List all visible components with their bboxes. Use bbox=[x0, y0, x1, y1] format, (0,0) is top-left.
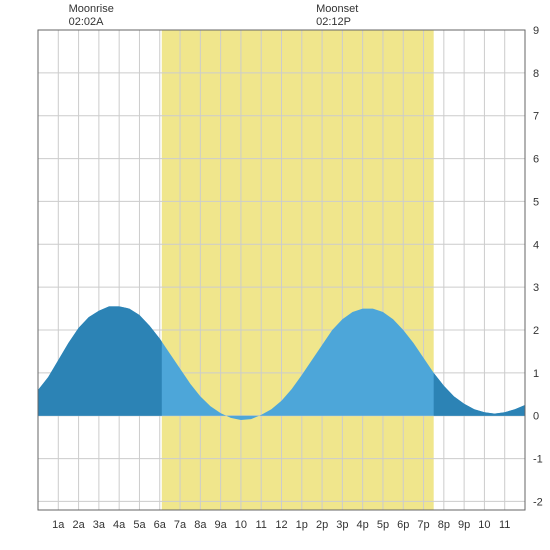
y-tick-label: 7 bbox=[533, 111, 539, 123]
x-tick-label: 2a bbox=[72, 519, 85, 531]
x-tick-label: 6a bbox=[154, 519, 167, 531]
x-tick-label: 10 bbox=[235, 519, 247, 531]
y-tick-label: -1 bbox=[533, 454, 543, 466]
x-tick-label: 8p bbox=[438, 519, 450, 531]
x-tick-label: 1a bbox=[52, 519, 65, 531]
x-tick-label: 9p bbox=[458, 519, 470, 531]
x-tick-label: 11 bbox=[499, 519, 510, 531]
y-tick-label: 6 bbox=[533, 154, 539, 166]
tide-chart: 1a2a3a4a5a6a7a8a9a1011121p2p3p4p5p6p7p8p… bbox=[0, 0, 550, 550]
x-tick-label: 6p bbox=[397, 519, 409, 531]
x-tick-label: 4a bbox=[113, 519, 126, 531]
x-tick-label: 3p bbox=[336, 519, 348, 531]
moonset-time: 02:12P bbox=[316, 16, 351, 28]
x-tick-label: 10 bbox=[478, 519, 490, 531]
moonrise-time: 02:02A bbox=[69, 16, 105, 28]
y-tick-label: 3 bbox=[533, 282, 539, 294]
x-tick-label: 1p bbox=[296, 519, 308, 531]
daylight-band bbox=[162, 30, 434, 510]
x-tick-label: 4p bbox=[357, 519, 369, 531]
x-tick-label: 2p bbox=[316, 519, 328, 531]
x-tick-label: 7a bbox=[174, 519, 187, 531]
y-tick-label: 5 bbox=[533, 196, 539, 208]
x-tick-label: 8a bbox=[194, 519, 207, 531]
chart-svg: 1a2a3a4a5a6a7a8a9a1011121p2p3p4p5p6p7p8p… bbox=[0, 0, 550, 550]
x-tick-label: 9a bbox=[215, 519, 228, 531]
y-tick-label: 4 bbox=[533, 239, 539, 251]
y-tick-label: 9 bbox=[533, 25, 539, 37]
x-tick-label: 5p bbox=[377, 519, 389, 531]
x-tick-labels: 1a 2a 3a 4a 5a 6a 7a 8a 9a 10 11 12 1p 2p 3p 4p 5p 6p 7p 8p… bbox=[52, 519, 510, 531]
x-tick-label: 11 bbox=[255, 519, 266, 531]
x-tick-label: 12 bbox=[275, 519, 287, 531]
x-tick-label: 7p bbox=[417, 519, 429, 531]
y-tick-label: 1 bbox=[533, 368, 539, 380]
y-tick-label: 0 bbox=[533, 411, 539, 423]
moonset-title: Moonset bbox=[316, 3, 358, 15]
y-tick-label: -2 bbox=[533, 496, 543, 508]
moonrise-title: Moonrise bbox=[69, 3, 114, 15]
x-tick-label: 3a bbox=[93, 519, 106, 531]
y-tick-label: 8 bbox=[533, 68, 539, 80]
y-tick-label: 2 bbox=[533, 325, 539, 337]
x-tick-label: 5a bbox=[133, 519, 146, 531]
